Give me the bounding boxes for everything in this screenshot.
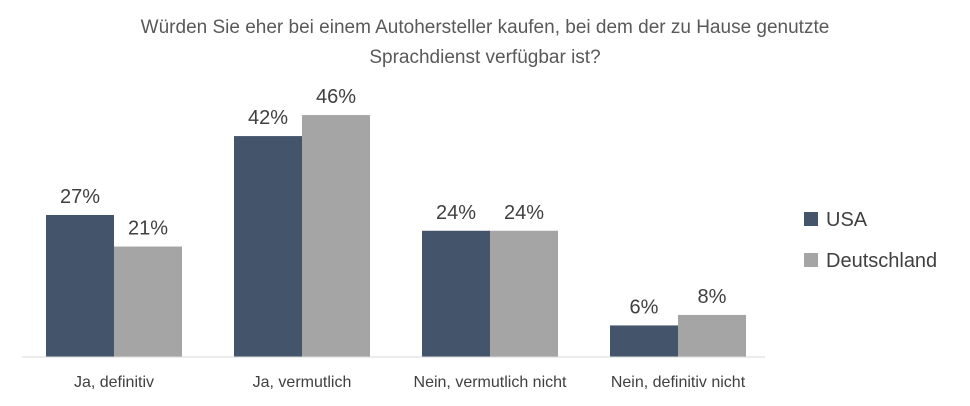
data-label-usa-1: 27%: [60, 186, 100, 208]
legend-swatch-usa: [804, 212, 818, 226]
chart-title: Würden Sie eher bei einem Autohersteller…: [141, 17, 830, 68]
data-label-deutschland-1: 21%: [128, 218, 168, 240]
bar-deutschland-3: [490, 230, 558, 357]
bar-usa-1: [46, 214, 114, 357]
plot-area: 27% 21% 42% 46% 24% 24% 6% 8%: [46, 86, 746, 357]
chart-title-line-2: Sprachdienst verfügbar ist?: [369, 47, 600, 68]
bar-usa-3: [422, 230, 490, 357]
data-label-usa-3: 24%: [436, 202, 476, 224]
category-label-4: Nein, definitiv nicht: [611, 374, 746, 391]
bar-usa-2: [234, 136, 302, 357]
category-label-3: Nein, vermutlich nicht: [414, 374, 568, 391]
bar-deutschland-1: [114, 246, 182, 357]
legend-swatch-deutschland: [804, 253, 818, 267]
category-label-1: Ja, definitiv: [74, 374, 154, 391]
legend-label-deutschland: Deutschland: [826, 250, 937, 272]
bar-usa-4: [610, 325, 678, 357]
data-label-deutschland-3: 24%: [504, 202, 544, 224]
chart-title-line-1: Würden Sie eher bei einem Autohersteller…: [141, 17, 830, 38]
data-label-deutschland-2: 46%: [316, 86, 356, 108]
legend: USA Deutschland: [804, 209, 937, 272]
category-label-2: Ja, vermutlich: [253, 374, 352, 391]
data-label-deutschland-4: 8%: [698, 286, 727, 308]
data-label-usa-4: 6%: [630, 296, 659, 318]
bar-deutschland-4: [678, 314, 746, 357]
bar-deutschland-2: [302, 115, 370, 357]
legend-label-usa: USA: [826, 209, 868, 231]
data-label-usa-2: 42%: [248, 107, 288, 129]
category-labels: Ja, definitiv Ja, vermutlich Nein, vermutl…: [74, 374, 746, 391]
